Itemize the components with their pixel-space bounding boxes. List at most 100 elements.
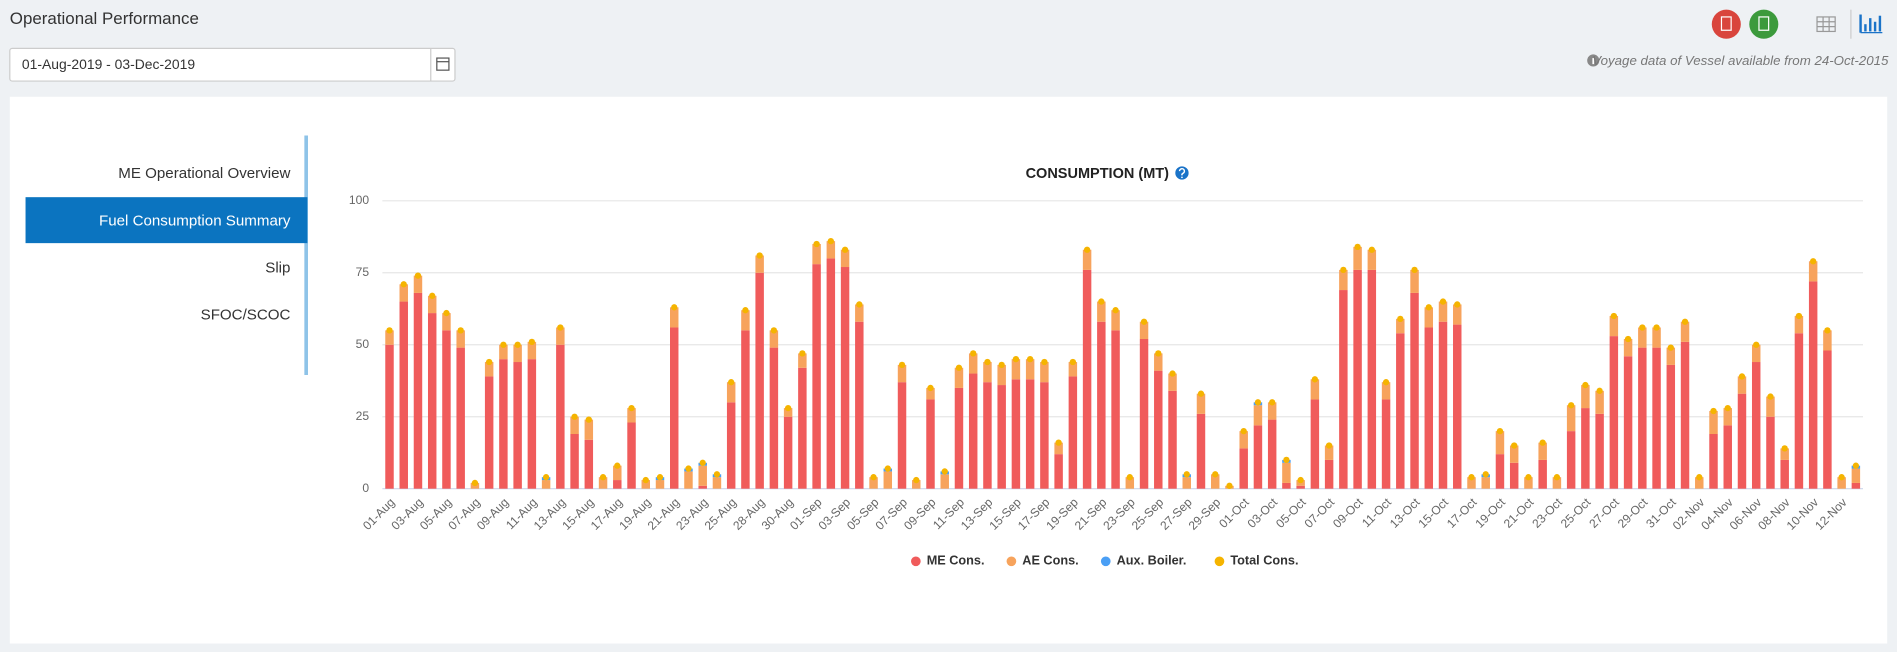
- bar-segment: [1097, 301, 1106, 322]
- bar-segment: [855, 304, 864, 322]
- total-marker: [1439, 298, 1447, 305]
- bar-segment: [741, 310, 750, 331]
- total-marker: [1852, 462, 1860, 469]
- help-icon[interactable]: [1175, 166, 1189, 180]
- total-marker: [1041, 358, 1048, 366]
- bar-segment: [1381, 382, 1391, 400]
- calendar-icon[interactable]: [436, 57, 450, 71]
- bar-segment: [527, 341, 537, 360]
- bar-segment: [1339, 269, 1348, 291]
- bar-segment: [1011, 379, 1021, 489]
- date-input[interactable]: [9, 47, 456, 82]
- total-marker: [414, 272, 422, 279]
- bar-segment: [1239, 431, 1248, 449]
- total-marker: [1340, 266, 1347, 274]
- bar-segment: [940, 474, 949, 489]
- bar-segment: [698, 465, 707, 486]
- bar-segment: [1068, 376, 1078, 489]
- total-marker: [728, 379, 735, 386]
- menu-item[interactable]: ME Operational Overview: [118, 165, 290, 182]
- bar-segment: [1424, 307, 1434, 328]
- legend-label: ME Cons.: [927, 554, 985, 568]
- excel-button[interactable]: [1749, 9, 1779, 39]
- bar-segment: [698, 485, 707, 489]
- total-marker: [856, 301, 863, 308]
- total-marker: [1140, 318, 1148, 325]
- chart-view-button[interactable]: [1859, 14, 1883, 34]
- total-marker: [1126, 474, 1133, 481]
- bar-segment: [1367, 249, 1377, 270]
- menu-item[interactable]: Slip: [265, 260, 290, 277]
- total-marker: [1667, 344, 1674, 351]
- bar-segment: [1509, 462, 1519, 489]
- bar-segment: [1851, 482, 1861, 489]
- bar-segment: [1737, 376, 1747, 394]
- bar-segment: [427, 295, 437, 314]
- bar-segment: [1495, 454, 1505, 489]
- bar-segment: [570, 433, 579, 489]
- bar-segment: [869, 477, 878, 489]
- bar-segment: [1680, 321, 1690, 342]
- menu-item[interactable]: SFOC/SCOC: [201, 307, 291, 324]
- bar-segment: [584, 439, 594, 489]
- total-marker: [1511, 442, 1518, 449]
- bar-segment: [826, 241, 836, 259]
- total-marker: [1112, 307, 1119, 314]
- bar-segment: [1353, 246, 1362, 270]
- total-marker: [1767, 393, 1774, 400]
- total-marker: [1596, 387, 1603, 394]
- bar-segment: [1495, 431, 1505, 455]
- bar-segment: [385, 330, 394, 345]
- bar-segment: [1168, 390, 1177, 489]
- pdf-button[interactable]: [1711, 9, 1741, 39]
- menu-item-active[interactable]: Fuel Consumption Summary: [99, 212, 291, 229]
- date-picker[interactable]: 01-Aug-2019 - 03-Dec-2019: [9, 47, 456, 82]
- total-marker: [1639, 324, 1646, 331]
- table-view-button[interactable]: [1816, 16, 1836, 33]
- total-marker: [1283, 456, 1290, 464]
- total-marker: [486, 358, 493, 366]
- bar-segment: [1196, 413, 1206, 489]
- bar-segment: [484, 376, 494, 489]
- y-tick-label: 100: [349, 193, 369, 207]
- total-marker: [685, 465, 692, 472]
- total-marker: [1738, 373, 1746, 380]
- bar-segment: [1638, 327, 1647, 348]
- bar-segment: [1723, 408, 1732, 426]
- bar-segment: [1538, 459, 1547, 489]
- bar-segment: [1723, 425, 1732, 489]
- help-icon-mark: [1178, 168, 1186, 176]
- bar-segment: [1766, 416, 1775, 489]
- bar-segment: [897, 382, 907, 489]
- bar-segment: [1780, 448, 1789, 460]
- bar-segment: [954, 367, 964, 388]
- bar-segment: [1324, 445, 1334, 460]
- bar-segment: [613, 480, 622, 489]
- total-marker: [1610, 312, 1617, 320]
- bar-segment: [1054, 442, 1063, 455]
- total-marker: [1368, 246, 1375, 253]
- total-marker: [1254, 399, 1262, 406]
- bar-segment: [912, 480, 921, 489]
- total-marker: [1012, 355, 1020, 363]
- bar-segment: [1552, 477, 1562, 489]
- bar-segment: [556, 344, 565, 489]
- legend-label: Aux. Boiler.: [1117, 554, 1187, 568]
- bar-segment: [1310, 379, 1320, 400]
- bar-segment: [755, 255, 764, 273]
- total-marker: [429, 292, 436, 299]
- total-marker: [1724, 404, 1731, 412]
- bar-segment: [1410, 269, 1419, 293]
- menu-active-bg: [25, 197, 308, 244]
- bar-segment: [783, 416, 793, 489]
- total-marker: [386, 327, 393, 334]
- total-marker: [1795, 312, 1803, 320]
- total-marker: [713, 471, 721, 478]
- total-marker: [500, 341, 507, 348]
- bar-segment: [1367, 269, 1377, 489]
- bar-segment: [598, 477, 608, 489]
- total-marker: [1297, 476, 1304, 484]
- bar-segment: [641, 480, 650, 489]
- total-marker: [1098, 298, 1105, 305]
- bar-segment: [442, 330, 451, 489]
